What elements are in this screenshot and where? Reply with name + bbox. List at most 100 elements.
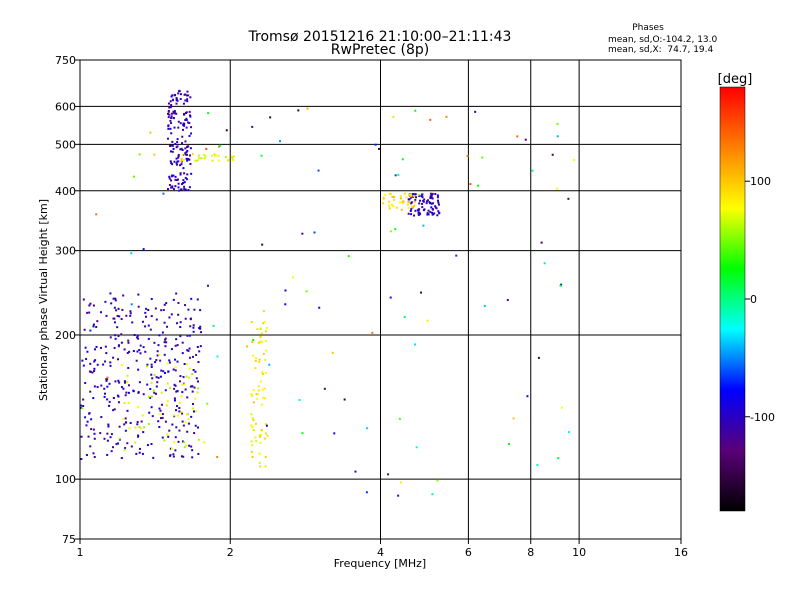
data-point: [185, 375, 188, 378]
data-point: [153, 374, 156, 377]
data-point: [174, 449, 177, 452]
data-point: [138, 451, 141, 454]
y-tick-label: 600: [55, 100, 76, 113]
data-point: [160, 309, 163, 312]
data-point: [437, 203, 440, 206]
data-point: [318, 306, 321, 309]
data-point: [455, 254, 458, 257]
data-point: [170, 348, 173, 351]
data-point: [422, 199, 425, 202]
data-point: [142, 346, 145, 349]
data-point: [402, 200, 405, 203]
data-point: [435, 207, 438, 210]
data-point: [216, 455, 219, 458]
data-point: [163, 321, 166, 324]
data-point: [186, 363, 189, 366]
data-point: [537, 356, 540, 359]
data-point: [184, 152, 187, 155]
data-point: [182, 167, 185, 170]
data-point: [174, 185, 177, 188]
data-point: [197, 426, 200, 429]
data-point: [178, 189, 181, 192]
data-point: [175, 390, 178, 393]
data-point: [177, 313, 180, 316]
data-point: [104, 345, 107, 348]
data-point: [284, 303, 287, 306]
data-point: [218, 145, 221, 148]
data-point: [157, 376, 160, 379]
data-point: [391, 195, 394, 198]
data-point: [434, 192, 437, 195]
data-point: [173, 383, 176, 386]
data-point: [365, 491, 368, 494]
data-point: [265, 349, 268, 352]
data-point: [169, 447, 172, 450]
data-point: [168, 184, 171, 187]
data-point: [80, 435, 83, 438]
data-point: [177, 440, 180, 443]
data-point: [113, 321, 116, 324]
data-point: [179, 321, 182, 324]
data-point: [418, 208, 421, 211]
data-point: [393, 195, 396, 198]
data-point: [197, 361, 200, 364]
data-point: [93, 455, 96, 458]
data-point: [137, 434, 140, 437]
data-point: [187, 308, 190, 311]
data-point: [186, 396, 189, 399]
data-point: [436, 194, 439, 197]
data-point: [181, 352, 184, 355]
data-point: [193, 308, 196, 311]
data-point: [136, 336, 139, 339]
data-point: [429, 195, 432, 198]
data-point: [168, 113, 171, 116]
data-point: [250, 413, 253, 416]
data-point: [531, 169, 534, 172]
colorbar-label: [deg]: [718, 72, 753, 87]
data-point: [259, 433, 262, 436]
data-point: [317, 169, 320, 172]
data-point: [104, 300, 107, 303]
data-point: [422, 224, 425, 227]
data-point: [177, 155, 180, 158]
data-point: [394, 228, 397, 231]
data-point: [407, 212, 410, 215]
data-point: [114, 380, 117, 383]
data-point: [117, 401, 120, 404]
data-point: [169, 160, 172, 163]
data-point: [180, 395, 183, 398]
data-point: [124, 381, 127, 384]
y-axis-label: Stationary phase Virtual Height [km]: [37, 199, 50, 401]
data-point: [120, 318, 123, 321]
data-point: [115, 443, 118, 446]
data-point: [159, 417, 162, 420]
data-point: [168, 429, 171, 432]
data-point: [426, 213, 429, 216]
data-point: [106, 385, 109, 388]
data-point: [132, 390, 135, 393]
data-point: [191, 407, 194, 410]
data-point: [410, 208, 413, 211]
data-point: [171, 185, 174, 188]
data-point: [174, 436, 177, 439]
data-point: [298, 399, 301, 402]
data-point: [199, 325, 202, 328]
data-point: [371, 331, 374, 334]
data-point: [181, 183, 184, 186]
data-point: [86, 311, 89, 314]
data-point: [190, 297, 193, 300]
data-point: [110, 450, 113, 453]
data-point: [414, 343, 417, 346]
data-point: [187, 158, 190, 161]
data-point: [252, 354, 255, 357]
data-point: [179, 148, 182, 151]
data-point: [144, 350, 147, 353]
data-point: [114, 297, 117, 300]
data-point: [260, 332, 263, 335]
data-point: [154, 361, 157, 364]
data-point: [171, 150, 174, 153]
data-point: [262, 396, 265, 399]
data-point: [260, 429, 263, 432]
data-point: [536, 463, 539, 466]
data-point: [116, 394, 119, 397]
